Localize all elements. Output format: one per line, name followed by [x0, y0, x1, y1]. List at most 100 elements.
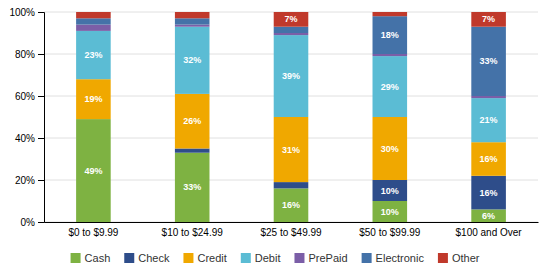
bar-series — [175, 149, 506, 210]
legend-label: Credit — [197, 252, 226, 264]
legend-swatch — [362, 253, 372, 263]
x-tick-label: $0 to $9.99 — [68, 227, 118, 238]
legend-item: Electronic — [362, 252, 425, 264]
data-label: 10% — [381, 207, 399, 217]
x-tick: $0 to $9.99 — [68, 227, 118, 238]
bar — [274, 33, 309, 35]
bar — [471, 96, 506, 98]
bar — [76, 79, 111, 119]
bar-series — [76, 12, 506, 27]
y-tick-label: 20% — [15, 175, 35, 186]
y-tick-mark — [38, 138, 44, 139]
bar — [373, 54, 408, 56]
bar — [274, 117, 309, 182]
x-tick: $25 to $49.99 — [260, 227, 322, 238]
bar — [175, 25, 210, 27]
bar-series — [76, 27, 506, 143]
y-tick-mark — [38, 12, 44, 13]
y-tick-mark — [38, 222, 44, 223]
y-tick-mark — [38, 54, 44, 55]
bar — [373, 16, 408, 54]
data-label: 31% — [282, 145, 300, 155]
bar — [274, 188, 309, 222]
y-tick-label: 60% — [15, 91, 35, 102]
y-tick-mark — [38, 96, 44, 97]
y-tick-label: 80% — [15, 49, 35, 60]
bar — [471, 209, 506, 222]
bar-series — [76, 16, 506, 96]
legend-label: Other — [452, 252, 480, 264]
legend-swatch — [294, 253, 304, 263]
data-label: 33% — [183, 182, 201, 192]
data-label: 16% — [282, 200, 300, 210]
bar — [274, 182, 309, 188]
y-tick-label: 100% — [9, 7, 35, 18]
y-tick-mark — [38, 180, 44, 181]
y-axis-line — [38, 13, 45, 223]
bar — [175, 27, 210, 94]
bar — [175, 18, 210, 24]
data-label: 6% — [482, 211, 495, 221]
data-label: 30% — [381, 144, 399, 154]
x-tick: $50 to $99.99 — [359, 227, 421, 238]
data-label: 10% — [381, 186, 399, 196]
data-labels: 49% 33% 16% 10% 6% 10% 16% 19% 26% 31% 30% 16% 23% 32… — [84, 14, 497, 220]
bar — [76, 119, 111, 222]
legend-label: Cash — [85, 252, 111, 264]
data-label: 49% — [84, 166, 102, 176]
x-tick-label: $50 to $99.99 — [359, 227, 421, 238]
bar — [175, 149, 210, 153]
legend-item: PrePaid — [294, 252, 347, 264]
data-label: 32% — [183, 55, 201, 65]
bar — [175, 94, 210, 149]
legend-label: Electronic — [376, 252, 425, 264]
data-label: 23% — [84, 50, 102, 60]
chart: 49% 33% 16% 10% 6% 10% 16% 19% 26% 31% 30% 16% 23% 32… — [0, 0, 550, 272]
y-tick: 20% — [15, 175, 44, 186]
grid — [44, 12, 538, 222]
plot-area: 49% 33% 16% 10% 6% 10% 16% 19% 26% 31% 30% 16% 23% 32… — [9, 7, 538, 238]
bar — [373, 117, 408, 180]
bar — [471, 12, 506, 27]
bar — [373, 180, 408, 201]
bar — [471, 98, 506, 142]
bar — [175, 12, 210, 18]
legend-item: Cash — [71, 252, 111, 264]
bar — [471, 176, 506, 210]
data-label: 33% — [480, 56, 498, 66]
legend-swatch — [183, 253, 193, 263]
x-tick: $10 to $24.99 — [162, 227, 224, 238]
x-tick-label: $100 and Over — [456, 227, 523, 238]
y-tick-label: 40% — [15, 133, 35, 144]
bar — [373, 12, 408, 16]
data-label: 26% — [183, 116, 201, 126]
legend-item: Check — [124, 252, 170, 264]
bar — [471, 27, 506, 96]
y-tick: 40% — [15, 133, 44, 144]
x-axis-line — [45, 222, 539, 223]
y-tick-label: 0% — [21, 217, 36, 228]
legend-swatch — [71, 253, 81, 263]
x-tick: $100 and Over — [456, 227, 523, 238]
legend-label: PrePaid — [308, 252, 347, 264]
bars — [76, 12, 506, 222]
legend-swatch — [438, 253, 448, 263]
x-tick-label: $10 to $24.99 — [162, 227, 224, 238]
data-label: 7% — [482, 14, 495, 24]
data-label: 16% — [480, 154, 498, 164]
bar — [274, 35, 309, 117]
bar — [76, 31, 111, 79]
y-tick: 0% — [21, 217, 44, 228]
bar — [373, 201, 408, 222]
bar — [76, 25, 111, 31]
data-label: 29% — [381, 82, 399, 92]
legend-swatch — [124, 253, 134, 263]
data-label: 16% — [480, 188, 498, 198]
bar-series — [76, 25, 506, 99]
data-label: 21% — [480, 115, 498, 125]
legend-item: Other — [438, 252, 480, 264]
data-label: 19% — [84, 94, 102, 104]
legend-label: Check — [138, 252, 170, 264]
bar — [175, 153, 210, 222]
legend: CashCheckCreditDebitPrePaidElectronicOth… — [71, 252, 480, 264]
